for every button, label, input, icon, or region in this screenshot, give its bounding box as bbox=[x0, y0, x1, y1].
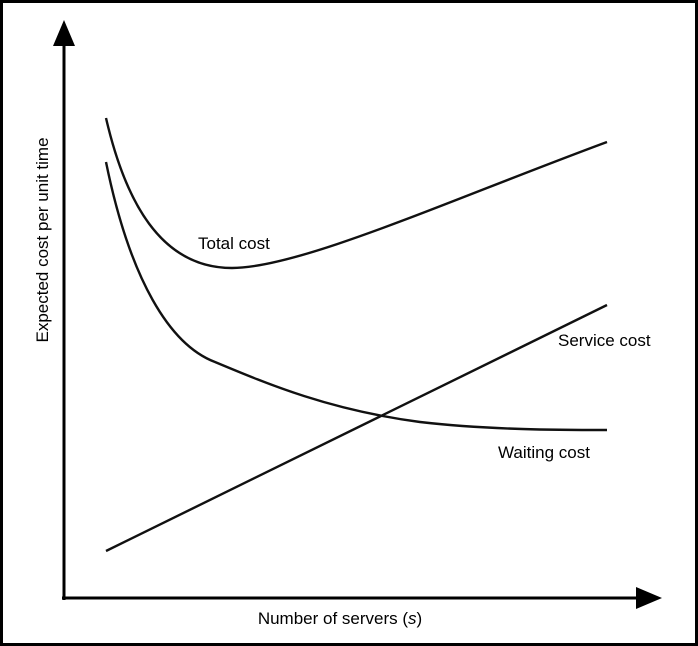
total-cost-curve bbox=[104, 117, 608, 270]
curve-label: Waiting cost bbox=[498, 443, 590, 462]
x-axis-variable: s bbox=[408, 609, 417, 628]
y-axis-label: Expected cost per unit time bbox=[33, 137, 52, 342]
x-axis-label-end: ) bbox=[417, 609, 423, 628]
curve-label: Service cost bbox=[558, 331, 651, 350]
waiting-cost-curve bbox=[104, 161, 608, 432]
x-axis-label: Number of servers (s) bbox=[258, 609, 422, 628]
x-axis-arrow bbox=[636, 587, 662, 609]
service-cost-line bbox=[105, 303, 608, 553]
x-axis-label-text: Number of servers ( bbox=[258, 609, 409, 628]
y-axis-arrow bbox=[53, 20, 75, 46]
curve-label: Total cost bbox=[198, 234, 270, 253]
